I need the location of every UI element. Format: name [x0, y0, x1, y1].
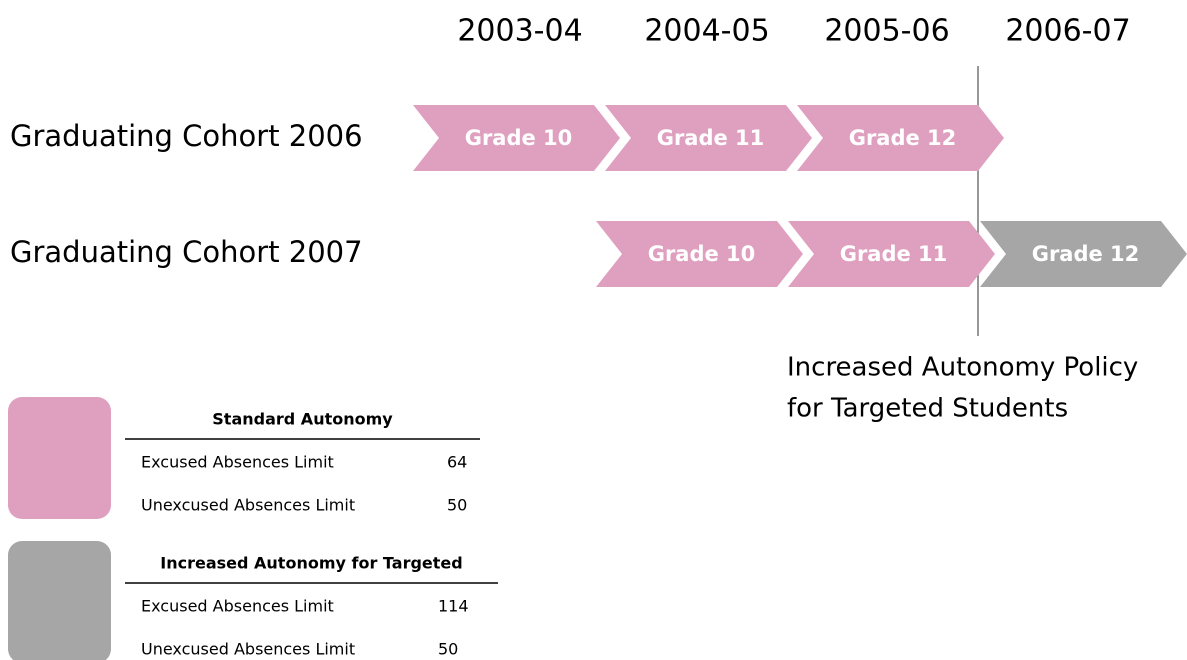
legend-row-label: Excused Absences Limit — [141, 597, 334, 616]
grade-label: Grade 10 — [648, 242, 756, 266]
legend-row-label: Excused Absences Limit — [141, 453, 334, 472]
legend-row-value: 50 — [447, 496, 467, 515]
policy-label: Increased Autonomy Policy — [787, 353, 1138, 383]
grade-chevron — [980, 221, 1187, 287]
grade-label: Grade 12 — [849, 126, 957, 150]
legend-row-value: 64 — [447, 453, 467, 472]
legend-row-label: Unexcused Absences Limit — [141, 640, 355, 659]
legend-row-label: Unexcused Absences Limit — [141, 496, 355, 515]
grade-label: Grade 12 — [1032, 242, 1140, 266]
grade-chevron — [797, 105, 1004, 171]
legend-row-value: 114 — [438, 597, 469, 616]
year-label: 2004-05 — [644, 14, 769, 49]
grade-label: Grade 11 — [840, 242, 948, 266]
grade-chevron — [596, 221, 803, 287]
cohort-label: Graduating Cohort 2007 — [10, 235, 363, 269]
grade-chevron — [413, 105, 620, 171]
grade-label: Grade 10 — [465, 126, 573, 150]
legend-swatch — [8, 397, 111, 519]
cohort-label: Graduating Cohort 2006 — [10, 119, 363, 153]
grade-chevron — [605, 105, 812, 171]
grade-chevron — [788, 221, 995, 287]
year-label: 2006-07 — [1005, 14, 1130, 49]
year-label: 2003-04 — [457, 14, 582, 49]
legend-row-value: 50 — [438, 640, 458, 659]
year-label: 2005-06 — [824, 14, 949, 49]
policy-label: for Targeted Students — [787, 394, 1068, 424]
grade-label: Grade 11 — [657, 126, 765, 150]
legend-title: Standard Autonomy — [212, 410, 393, 429]
legend-swatch — [8, 541, 111, 660]
legend-title: Increased Autonomy for Targeted — [160, 554, 462, 573]
